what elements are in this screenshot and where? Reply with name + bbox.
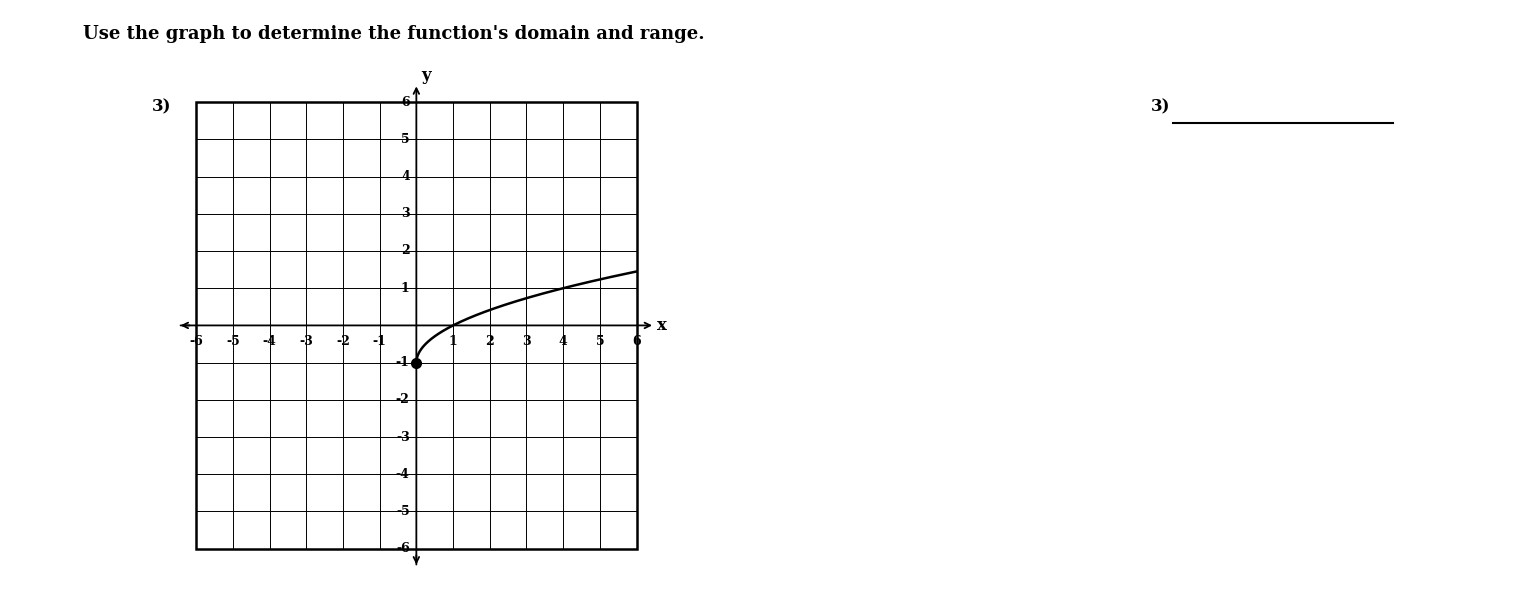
Text: 3: 3 [401, 208, 410, 220]
Text: 1: 1 [401, 282, 410, 295]
Text: -2: -2 [395, 394, 410, 406]
Text: 1: 1 [448, 335, 457, 348]
Text: -3: -3 [397, 430, 410, 443]
Text: -1: -1 [395, 356, 410, 369]
Text: y: y [421, 66, 430, 84]
Text: 2: 2 [486, 335, 494, 348]
Text: 3): 3) [151, 98, 171, 115]
Text: -5: -5 [226, 335, 239, 348]
Text: 4: 4 [401, 170, 410, 183]
Text: -5: -5 [397, 505, 410, 518]
Text: -4: -4 [395, 468, 410, 481]
Text: 2: 2 [401, 244, 410, 257]
Text: -4: -4 [262, 335, 277, 348]
Text: -3: -3 [300, 335, 313, 348]
Text: -6: -6 [189, 335, 203, 348]
Text: Use the graph to determine the function's domain and range.: Use the graph to determine the function'… [83, 25, 706, 42]
Text: -6: -6 [397, 542, 410, 555]
Text: 3: 3 [522, 335, 531, 348]
Text: 3): 3) [1151, 98, 1170, 115]
Text: 5: 5 [595, 335, 604, 348]
Text: x: x [657, 317, 666, 334]
Text: -1: -1 [372, 335, 386, 348]
Text: 5: 5 [401, 133, 410, 146]
Text: -2: -2 [336, 335, 350, 348]
Text: 6: 6 [401, 96, 410, 109]
Text: 4: 4 [559, 335, 568, 348]
Text: 6: 6 [633, 335, 640, 348]
